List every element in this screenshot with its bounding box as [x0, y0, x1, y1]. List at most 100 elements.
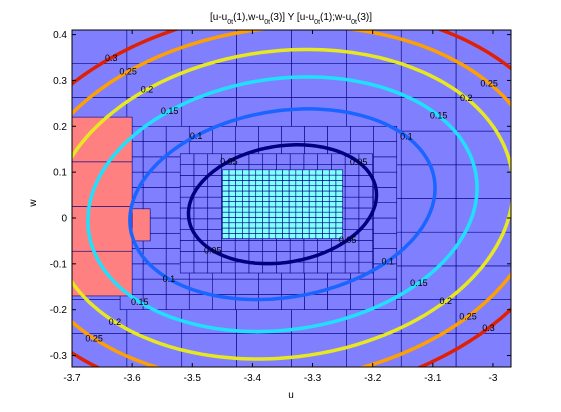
cell	[302, 190, 310, 197]
contour-line-0.3	[72, 30, 511, 367]
contour-label: 0.2	[439, 296, 452, 306]
cell	[344, 251, 360, 263]
cell	[236, 332, 292, 367]
cell	[222, 195, 230, 202]
x-tick-label: -3	[489, 373, 498, 384]
cell	[335, 217, 343, 224]
cell	[400, 164, 457, 199]
cell	[455, 130, 511, 166]
cell	[335, 190, 343, 197]
cell	[358, 229, 373, 241]
cell	[72, 161, 133, 207]
cell	[248, 211, 257, 218]
cell	[373, 171, 398, 188]
cell	[328, 233, 337, 239]
x-axis-ticks: -3.7 -3.6 -3.5 -3.4 -3.3 -3.2 -3.1 -3	[63, 30, 498, 384]
contour-label: 0.1	[190, 131, 203, 141]
cell	[248, 222, 257, 229]
cell	[335, 227, 343, 234]
cell	[289, 153, 305, 165]
cell	[255, 227, 263, 234]
cell	[335, 185, 343, 192]
cell	[262, 206, 270, 213]
cell	[344, 207, 360, 220]
contour-label: 0.3	[105, 53, 118, 63]
cell	[289, 261, 305, 274]
cell	[242, 211, 250, 218]
cell	[228, 180, 237, 187]
cell	[255, 222, 263, 229]
cell	[222, 227, 230, 234]
contour-label: 0.25	[119, 67, 137, 77]
cell	[295, 185, 303, 192]
cell	[346, 30, 402, 65]
cell	[335, 195, 343, 202]
cell	[400, 299, 457, 334]
cell	[222, 206, 230, 213]
cell	[322, 211, 330, 218]
contour-line-0.1	[128, 107, 437, 302]
cell	[235, 211, 243, 218]
cell	[315, 195, 323, 202]
cell	[235, 195, 243, 202]
cell	[328, 211, 337, 218]
cell	[248, 227, 257, 234]
title-part: 0t	[314, 19, 320, 26]
cell	[400, 97, 457, 132]
cell	[344, 196, 360, 209]
cell	[248, 169, 257, 176]
cell	[222, 185, 230, 192]
cell	[335, 174, 343, 181]
cell	[242, 174, 250, 181]
contour-line-0.2	[72, 47, 511, 361]
cell	[288, 180, 297, 187]
cell	[275, 185, 283, 192]
cell	[242, 185, 250, 192]
cell	[255, 185, 263, 192]
cell	[268, 180, 277, 187]
cell	[322, 233, 330, 239]
y-axis-ticks: -0.3 -0.2 -0.1 0 0.1 0.2 0.3 0.4	[50, 30, 511, 362]
cell	[142, 141, 167, 158]
cell	[282, 169, 290, 176]
contour-label: 0.2	[109, 317, 122, 327]
cell	[235, 180, 243, 187]
cell	[262, 240, 277, 252]
cell	[302, 227, 310, 234]
cell	[268, 217, 277, 224]
cell	[221, 261, 236, 274]
cell	[315, 180, 323, 187]
cell	[235, 206, 243, 213]
cell	[268, 185, 277, 192]
cell	[234, 240, 250, 252]
cell	[295, 233, 303, 239]
cell	[255, 201, 263, 208]
contour-label: 0.05	[220, 156, 238, 166]
cell	[242, 180, 250, 187]
cell	[248, 153, 264, 165]
cell	[262, 222, 270, 229]
cell	[235, 190, 243, 197]
contour-lines: 0.05 0.05 0.05 0.05 0.1 0.1 0.1 0.1 0.15 0.15 0.15…	[72, 30, 511, 367]
contour-label: 0.25	[480, 78, 498, 88]
cell-regions	[72, 30, 511, 367]
cell	[242, 201, 250, 208]
cell	[282, 185, 290, 192]
cell	[315, 211, 323, 218]
cell	[179, 153, 195, 165]
x-tick-label: -3.7	[63, 373, 81, 384]
cell	[142, 125, 167, 142]
cell	[242, 206, 250, 213]
cell	[322, 206, 330, 213]
cell	[455, 164, 511, 199]
cell	[281, 125, 305, 142]
cell	[235, 201, 243, 208]
cell	[228, 190, 237, 197]
cell	[282, 180, 290, 187]
cell	[302, 169, 310, 176]
contour-label: 0.15	[131, 297, 149, 307]
cell	[212, 278, 236, 295]
cell	[207, 186, 222, 198]
cell	[276, 153, 291, 165]
contour-label: 0.15	[430, 111, 448, 121]
